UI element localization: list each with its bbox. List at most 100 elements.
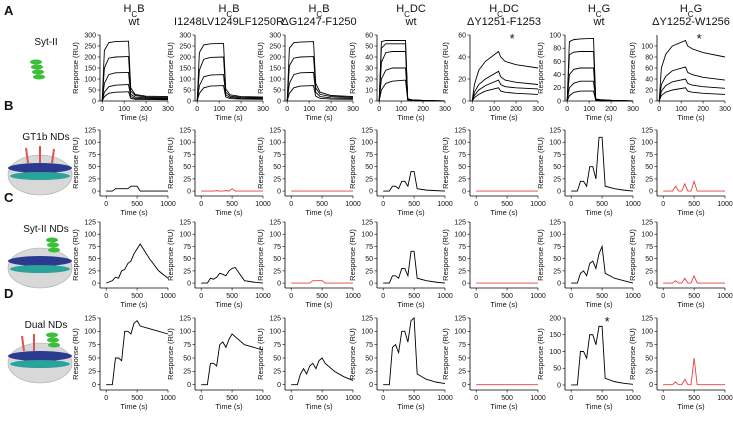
panel-letter: A bbox=[4, 3, 14, 18]
x-tick-label: 0 bbox=[474, 293, 478, 300]
x-axis-title: Time (s) bbox=[120, 208, 148, 217]
y-tick-label: 25 bbox=[365, 369, 373, 376]
x-tick-label: 0 bbox=[199, 201, 203, 208]
protein-prefix: H bbox=[123, 3, 131, 15]
y-tick-label: 25 bbox=[88, 369, 96, 376]
x-axis-title: Time (s) bbox=[677, 300, 705, 309]
y-tick-label: 0 bbox=[557, 382, 561, 389]
column-title: HCB bbox=[123, 3, 144, 19]
x-tick-label: 300 bbox=[627, 106, 639, 113]
x-tick-label: 1000 bbox=[160, 201, 176, 208]
y-tick-label: 50 bbox=[553, 366, 561, 373]
x-tick-label: 500 bbox=[596, 293, 608, 300]
y-tick-label: 100 bbox=[361, 140, 373, 147]
y-tick-label: 80 bbox=[645, 54, 653, 61]
x-axis-title: Time (s) bbox=[305, 300, 333, 309]
x-tick-label: 0 bbox=[661, 395, 665, 402]
row-label: Dual NDs bbox=[25, 320, 68, 331]
x-tick-label: 0 bbox=[104, 201, 108, 208]
sensorgram-line bbox=[663, 179, 725, 192]
x-axis-title: Time (s) bbox=[677, 402, 705, 411]
y-axis-title: Response (RU) bbox=[441, 229, 450, 281]
helix-icon bbox=[30, 59, 45, 80]
y-tick-label: 150 bbox=[269, 65, 281, 72]
y-tick-label: 100 bbox=[549, 349, 561, 356]
sensorgram-line bbox=[101, 91, 169, 102]
x-axis-title: Time (s) bbox=[490, 402, 518, 411]
x-axis-title: Time (s) bbox=[120, 300, 148, 309]
x-tick-label: 0 bbox=[474, 395, 478, 402]
y-tick-label: 50 bbox=[645, 256, 653, 263]
y-tick-label: 150 bbox=[179, 65, 191, 72]
y-tick-label: 125 bbox=[549, 127, 561, 134]
y-tick-label: 0 bbox=[277, 189, 281, 196]
x-axis-title: Time (s) bbox=[120, 402, 148, 411]
x-axis-title: Time (s) bbox=[397, 113, 425, 122]
y-tick-label: 200 bbox=[84, 54, 96, 61]
y-tick-label: 30 bbox=[365, 65, 373, 72]
y-tick-label: 100 bbox=[179, 232, 191, 239]
y-tick-label: 125 bbox=[641, 127, 653, 134]
x-axis-title: Time (s) bbox=[215, 113, 243, 122]
x-axis-title: Time (s) bbox=[215, 402, 243, 411]
y-tick-label: 25 bbox=[273, 268, 281, 275]
y-tick-label: 0 bbox=[92, 98, 96, 105]
sensorgram-line bbox=[471, 70, 539, 102]
y-tick-label: 60 bbox=[458, 32, 466, 39]
y-tick-label: 125 bbox=[454, 315, 466, 322]
x-tick-label: 0 bbox=[569, 293, 573, 300]
x-tick-label: 500 bbox=[226, 293, 238, 300]
x-tick-label: 0 bbox=[377, 106, 381, 113]
x-tick-label: 100 bbox=[213, 106, 225, 113]
y-axis-title: Response (RU) bbox=[256, 229, 265, 281]
y-tick-label: 75 bbox=[88, 342, 96, 349]
y-tick-label: 25 bbox=[183, 176, 191, 183]
y-tick-label: 75 bbox=[645, 152, 653, 159]
y-tick-label: 125 bbox=[179, 315, 191, 322]
x-tick-label: 200 bbox=[235, 106, 247, 113]
x-tick-label: 200 bbox=[140, 106, 152, 113]
y-tick-label: 125 bbox=[84, 219, 96, 226]
x-tick-label: 0 bbox=[657, 106, 661, 113]
x-tick-label: 1000 bbox=[717, 293, 733, 300]
sensorgram-line bbox=[378, 67, 445, 102]
sensorgram-line bbox=[566, 80, 633, 102]
y-tick-label: 100 bbox=[361, 329, 373, 336]
y-tick-label: 50 bbox=[183, 355, 191, 362]
y-tick-label: 50 bbox=[88, 87, 96, 94]
sensorgram-line bbox=[196, 56, 264, 102]
y-tick-label: 125 bbox=[179, 219, 191, 226]
y-tick-label: 0 bbox=[649, 281, 653, 288]
y-tick-label: 250 bbox=[179, 43, 191, 50]
sensorgram-line bbox=[566, 90, 633, 102]
y-tick-label: 125 bbox=[361, 219, 373, 226]
protein-subscript: C bbox=[404, 10, 410, 19]
y-tick-label: 25 bbox=[183, 369, 191, 376]
y-axis-title: Response (RU) bbox=[348, 42, 357, 94]
y-tick-label: 75 bbox=[365, 152, 373, 159]
sensorgram-line bbox=[471, 50, 539, 102]
y-tick-label: 0 bbox=[369, 281, 373, 288]
y-tick-label: 0 bbox=[369, 382, 373, 389]
y-axis-title: Response (RU) bbox=[348, 137, 357, 189]
sensorgram-line bbox=[196, 74, 264, 102]
x-tick-label: 0 bbox=[285, 106, 289, 113]
y-axis-title: Response (RU) bbox=[71, 229, 80, 281]
y-tick-label: 20 bbox=[553, 85, 561, 92]
y-tick-label: 40 bbox=[553, 72, 561, 79]
y-tick-label: 40 bbox=[645, 76, 653, 83]
y-tick-label: 200 bbox=[269, 54, 281, 61]
x-axis-title: Time (s) bbox=[397, 300, 425, 309]
y-tick-label: 150 bbox=[549, 332, 561, 339]
y-axis-title: Response (RU) bbox=[256, 137, 265, 189]
sensorgram-line bbox=[571, 325, 634, 386]
y-axis-title: Response (RU) bbox=[536, 328, 545, 380]
x-tick-label: 0 bbox=[104, 293, 108, 300]
significance-mark: * bbox=[697, 31, 702, 46]
panel-letter: D bbox=[4, 286, 13, 301]
y-axis-title: Response (RU) bbox=[166, 229, 175, 281]
x-tick-label: 1000 bbox=[530, 201, 546, 208]
protein-suffix: DC bbox=[503, 3, 519, 15]
y-tick-label: 250 bbox=[269, 43, 281, 50]
protein-suffix: B bbox=[232, 3, 239, 15]
